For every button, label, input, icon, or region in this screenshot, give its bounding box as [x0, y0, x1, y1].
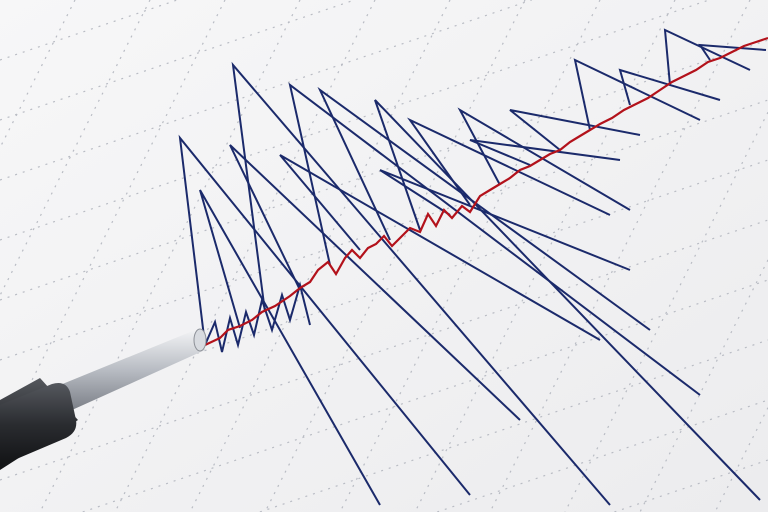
stylus-grip	[0, 383, 77, 466]
trace-spike	[406, 117, 611, 216]
trace-spike	[698, 43, 767, 61]
seismic-trace-blue	[178, 28, 767, 506]
seismic-trace-red	[204, 36, 768, 346]
grid-line	[82, 279, 768, 512]
grid-line	[564, 111, 768, 512]
stylus-tip	[193, 328, 207, 352]
trace-jitter	[204, 281, 311, 353]
stylus-shaft	[60, 330, 205, 410]
stylus	[0, 328, 207, 470]
trace-spike	[178, 134, 471, 496]
grid-line	[0, 0, 226, 444]
grid-line	[714, 407, 768, 512]
trace-spike	[469, 139, 621, 166]
trace-spike	[231, 61, 611, 506]
grid-line	[614, 459, 768, 512]
trace-spike	[618, 68, 721, 106]
trace-spike	[317, 86, 651, 331]
trace-spike	[229, 144, 521, 421]
trace-spike	[379, 169, 631, 271]
trace-spike	[573, 58, 701, 131]
grid-line	[259, 339, 768, 512]
trace-spike	[279, 154, 601, 341]
trace-spike	[288, 82, 701, 396]
trace-spike	[199, 189, 381, 506]
trace-spike	[457, 107, 631, 211]
grid-line	[0, 0, 532, 181]
